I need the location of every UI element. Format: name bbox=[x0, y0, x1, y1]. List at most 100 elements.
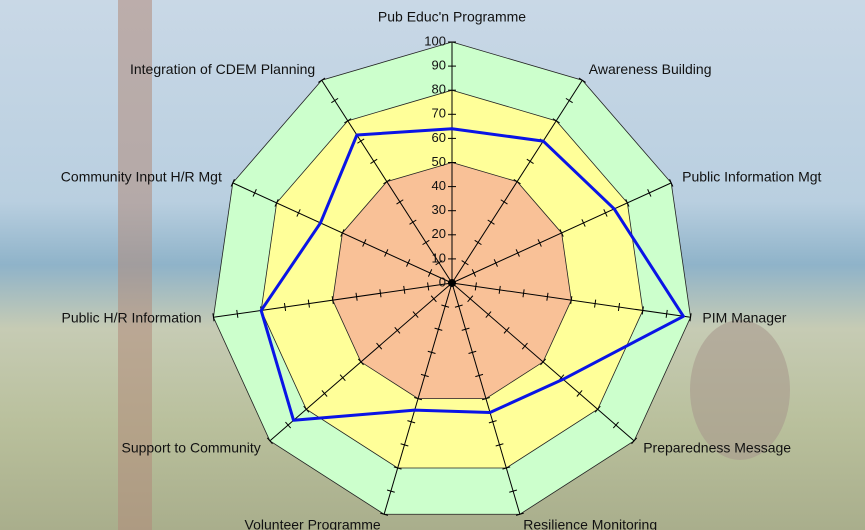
y-tick-label: 20 bbox=[432, 226, 446, 241]
tick-mark bbox=[488, 420, 497, 424]
tick-mark bbox=[339, 374, 346, 382]
category-label: Public H/R Information bbox=[62, 310, 202, 326]
tick-mark bbox=[603, 209, 608, 217]
tick-mark bbox=[521, 342, 528, 350]
tick-mark bbox=[526, 158, 534, 164]
tick-mark bbox=[665, 309, 668, 318]
tick-mark bbox=[474, 239, 482, 246]
y-tick-label: 30 bbox=[432, 202, 446, 217]
tick-mark bbox=[461, 260, 469, 266]
tick-mark bbox=[412, 311, 419, 318]
tick-mark bbox=[407, 420, 416, 424]
tick-mark bbox=[331, 296, 334, 305]
tick-mark bbox=[552, 118, 560, 124]
y-tick-label: 70 bbox=[432, 106, 446, 121]
tick-mark bbox=[471, 269, 477, 277]
tick-mark bbox=[513, 179, 521, 185]
tick-mark bbox=[448, 280, 456, 286]
tick-mark bbox=[379, 289, 382, 298]
category-label: Volunteer Programme bbox=[245, 516, 381, 530]
tick-mark bbox=[355, 292, 358, 301]
tick-mark bbox=[380, 512, 389, 516]
tick-mark bbox=[594, 405, 601, 413]
tick-mark bbox=[631, 437, 638, 445]
tick-mark bbox=[434, 327, 443, 331]
tick-mark bbox=[546, 292, 549, 301]
tick-mark bbox=[485, 311, 492, 318]
tick-mark bbox=[357, 358, 364, 366]
tick-mark bbox=[283, 302, 287, 312]
tick-mark bbox=[396, 199, 404, 205]
category-label: Integration of CDEM Planning bbox=[130, 61, 315, 77]
tick-mark bbox=[487, 219, 495, 225]
category-label: PIM Manager bbox=[702, 310, 786, 326]
tick-mark bbox=[430, 295, 437, 303]
tick-mark bbox=[509, 489, 518, 493]
tick-mark bbox=[376, 342, 383, 350]
y-tick-label: 10 bbox=[432, 250, 446, 265]
tick-mark bbox=[386, 489, 395, 493]
tick-mark bbox=[384, 249, 389, 257]
tick-mark bbox=[427, 350, 436, 354]
tick-mark bbox=[500, 199, 508, 205]
rock bbox=[690, 320, 790, 460]
y-tick-label: 90 bbox=[432, 58, 446, 73]
tick-mark bbox=[340, 229, 345, 237]
tick-mark bbox=[576, 390, 583, 397]
tick-mark bbox=[427, 282, 430, 291]
tick-mark bbox=[266, 437, 273, 445]
tick-mark bbox=[441, 304, 450, 308]
tick-mark bbox=[570, 296, 573, 305]
tick-mark bbox=[515, 512, 524, 516]
carving-post bbox=[118, 0, 152, 530]
tick-mark bbox=[409, 219, 417, 225]
tick-mark bbox=[502, 466, 511, 470]
tick-mark bbox=[357, 138, 365, 144]
tick-mark bbox=[393, 466, 402, 470]
category-label: Community Input H/R Mgt bbox=[61, 169, 222, 185]
tick-mark bbox=[230, 179, 235, 187]
tick-mark bbox=[495, 443, 504, 447]
category-label: Awareness Building bbox=[589, 61, 712, 77]
tick-mark bbox=[559, 229, 564, 237]
tick-mark bbox=[669, 179, 674, 187]
tick-mark bbox=[475, 373, 484, 378]
tick-mark bbox=[435, 260, 443, 266]
y-tick-label: 40 bbox=[432, 178, 446, 193]
tick-mark bbox=[252, 189, 257, 197]
tick-mark bbox=[321, 390, 328, 397]
tick-mark bbox=[420, 373, 429, 378]
tick-mark bbox=[318, 77, 326, 83]
tick-mark bbox=[370, 158, 378, 164]
tick-mark bbox=[422, 239, 430, 246]
category-label: Public Information Mgt bbox=[682, 169, 821, 185]
tick-mark bbox=[274, 199, 279, 207]
tick-mark bbox=[344, 118, 352, 124]
tick-mark bbox=[331, 97, 339, 104]
tick-mark bbox=[578, 77, 586, 83]
y-tick-label: 50 bbox=[432, 154, 446, 169]
tick-mark bbox=[498, 285, 501, 294]
tick-mark bbox=[212, 313, 215, 322]
y-tick-label: 60 bbox=[432, 130, 446, 145]
tick-mark bbox=[612, 421, 619, 429]
tick-mark bbox=[467, 295, 474, 303]
category-label: Resilience Monitoring bbox=[523, 516, 657, 530]
tick-mark bbox=[400, 443, 409, 447]
tick-mark bbox=[296, 209, 301, 217]
tick-mark bbox=[481, 397, 490, 401]
tick-mark bbox=[493, 259, 498, 267]
tick-mark bbox=[689, 313, 692, 322]
tick-mark bbox=[540, 358, 547, 366]
series-line bbox=[259, 127, 685, 422]
tick-mark bbox=[565, 97, 573, 104]
tick-mark bbox=[403, 285, 406, 294]
tick-mark bbox=[285, 421, 292, 429]
tick-mark bbox=[474, 282, 477, 291]
tick-mark bbox=[362, 239, 367, 247]
tick-mark bbox=[581, 219, 586, 227]
tick-mark bbox=[617, 302, 621, 312]
tick-mark bbox=[307, 299, 310, 308]
y-tick-label: 100 bbox=[424, 33, 446, 48]
